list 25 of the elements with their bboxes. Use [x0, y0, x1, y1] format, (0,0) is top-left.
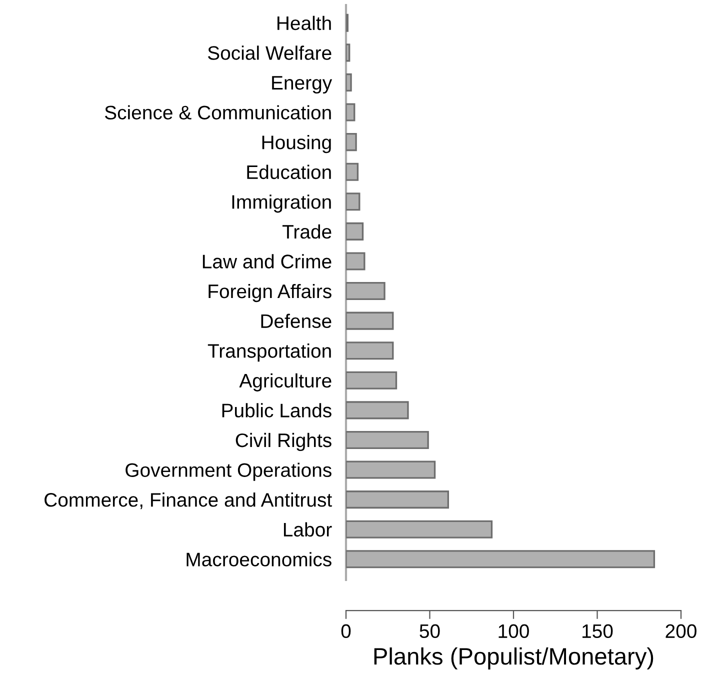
x-tick-label: 0	[341, 624, 351, 638]
y-tick-label: Macroeconomics	[186, 552, 332, 566]
y-tick-label: Immigration	[232, 194, 331, 213]
y-tick-label: Agriculture	[239, 373, 332, 392]
y-tick-label: Social Welfare	[208, 46, 332, 60]
x-tick-label: 50	[420, 624, 440, 638]
y-tick-label: Transportation	[208, 344, 331, 362]
x-tick-label: 150	[582, 624, 613, 638]
y-tick-label: Government Operations	[126, 462, 332, 481]
y-tick-label: Civil Rights	[236, 432, 332, 452]
y-tick-label: Law and Crime	[202, 254, 332, 268]
y-tick-label: Energy	[272, 76, 332, 94]
y-tick-label: Housing	[262, 135, 331, 154]
y-tick-label: Education	[247, 164, 331, 180]
y-tick-label: Science & Communication	[104, 105, 331, 120]
y-tick-label: Commerce, Finance and Antitrust	[44, 492, 332, 510]
y-tick-label: Foreign Affairs	[208, 284, 332, 302]
x-tick-label: 200	[666, 624, 696, 638]
x-tick-label: 100	[498, 624, 529, 638]
y-tick-label: Defense	[261, 314, 332, 328]
y-tick-label: Health	[278, 16, 331, 30]
y-tick-label: Labor	[284, 522, 332, 537]
y-tick-label: Public Lands	[222, 403, 332, 418]
y-tick-label: Trade	[282, 224, 332, 239]
x-axis-title: Planks (Populist/Monetary)	[374, 647, 654, 670]
